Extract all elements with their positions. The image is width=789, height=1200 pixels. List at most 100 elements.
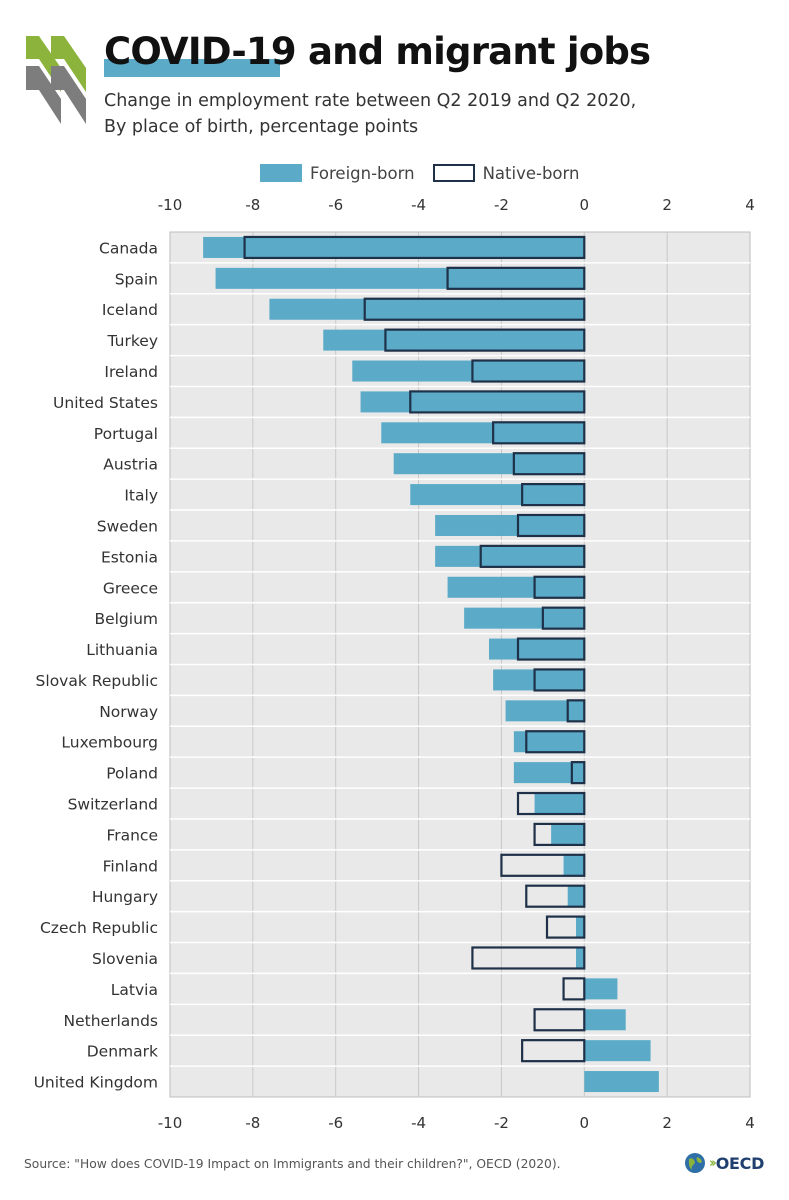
legend-item-foreign: Foreign-born: [260, 164, 415, 183]
foreign-born-bar: [563, 854, 585, 876]
foreign-born-bar: [551, 823, 585, 845]
native-born-bar: [516, 791, 586, 816]
legend-swatch-foreign: [260, 164, 302, 182]
x-tick-label-bottom: 2: [662, 1114, 672, 1132]
native-born-bar: [545, 915, 586, 939]
country-label: Iceland: [102, 301, 158, 319]
foreign-born-bar: [567, 885, 585, 907]
country-label: Lithuania: [86, 641, 158, 659]
foreign-born-bar: [584, 978, 618, 1000]
foreign-born-bar: [435, 514, 585, 536]
country-label: Netherlands: [64, 1012, 158, 1030]
foreign-born-bar: [513, 731, 585, 753]
native-born-bar: [384, 328, 586, 352]
country-label: Poland: [106, 765, 158, 783]
x-tick-label-bottom: -8: [245, 1114, 260, 1132]
native-born-bar: [533, 1008, 586, 1032]
country-label: Norway: [99, 703, 158, 721]
foreign-born-bar: [505, 700, 585, 722]
page-title: COVID-19 and migrant jobs: [104, 30, 651, 73]
native-born-bar: [570, 761, 586, 785]
title-block: COVID-19 and migrant jobs: [104, 26, 651, 82]
foreign-born-bar: [410, 484, 585, 506]
native-born-bar: [409, 390, 586, 414]
country-label: United States: [53, 394, 158, 412]
foreign-born-bar: [584, 1040, 651, 1062]
foreign-born-bar: [381, 422, 585, 444]
foreign-born-bar: [203, 236, 585, 258]
native-born-bar: [243, 235, 586, 260]
country-label: Ireland: [104, 363, 158, 381]
native-born-bar: [533, 822, 586, 847]
x-tick-label-top: -2: [494, 196, 509, 214]
subtitle-line-2: By place of birth, percentage points: [104, 117, 419, 137]
legend-swatch-native: [432, 164, 475, 182]
x-tick-label-top: -8: [245, 196, 260, 214]
native-born-bar: [446, 266, 586, 290]
title-highlight-bar: [104, 59, 280, 77]
country-label: United Kingdom: [34, 1074, 158, 1092]
country-label: Spain: [115, 270, 158, 288]
subtitle-line-1: Change in employment rate between Q2 201…: [104, 91, 637, 111]
oecd-footer-logo: ›› OECD: [684, 1152, 764, 1174]
country-label: Luxembourg: [61, 734, 158, 752]
foreign-born-bar: [269, 298, 585, 320]
oecd-chevron-logo: [26, 36, 86, 124]
x-tick-label-bottom: -4: [411, 1114, 426, 1132]
legend-item-native: Native-born: [432, 163, 580, 183]
foreign-born-bar: [435, 545, 585, 567]
foreign-born-bar: [584, 1071, 659, 1093]
x-tick-label-bottom: -10: [158, 1114, 183, 1132]
native-born-bar: [471, 946, 586, 970]
native-born-bar: [533, 575, 586, 599]
foreign-born-bar: [360, 391, 585, 413]
foreign-born-bar: [323, 329, 585, 351]
country-label: Slovenia: [92, 950, 158, 968]
native-born-bar: [471, 359, 586, 383]
x-tick-label-top: 0: [580, 196, 590, 214]
country-label: Czech Republic: [40, 919, 158, 937]
green-chevron-icon: [51, 36, 86, 92]
grey-chevron-icon: [51, 66, 86, 124]
x-tick-label-bottom: -2: [494, 1114, 509, 1132]
x-tick-label-top: -10: [158, 196, 183, 214]
foreign-born-bar: [352, 360, 585, 382]
employment-change-chart: Canada Spain Iceland Turkey Ireland United St…: [34, 196, 755, 1132]
native-born-bar: [516, 637, 586, 661]
foreign-born-bar: [493, 669, 585, 691]
native-born-bar: [533, 668, 586, 692]
native-born-bar: [562, 977, 586, 1001]
foreign-born-bar: [447, 576, 585, 598]
legend-label-foreign: Foreign-born: [310, 163, 415, 183]
foreign-born-bar: [534, 793, 585, 815]
chart-legend: Foreign-born Native-born: [260, 160, 597, 186]
country-label: Latvia: [111, 981, 158, 999]
native-born-bar: [363, 297, 586, 321]
oecd-logo-text: OECD: [715, 1153, 765, 1173]
chart-subtitle: Change in employment rate between Q2 201…: [104, 88, 774, 140]
x-tick-label-top: 2: [662, 196, 672, 214]
native-born-bar: [525, 730, 586, 754]
country-label: Slovak Republic: [36, 672, 158, 690]
country-label: Finland: [103, 857, 158, 875]
foreign-born-bar: [576, 947, 585, 969]
x-tick-label-top: -6: [328, 196, 343, 214]
country-label: Switzerland: [68, 796, 158, 814]
native-born-bar: [512, 452, 586, 476]
foreign-born-bar: [464, 607, 585, 629]
country-label: Belgium: [94, 610, 158, 628]
country-label: Sweden: [97, 517, 158, 535]
foreign-born-bar: [215, 267, 585, 289]
source-note: Source: "How does COVID-19 Impact on Imm…: [24, 1157, 561, 1171]
native-born-bar: [525, 884, 586, 908]
foreign-born-bar: [584, 1009, 626, 1031]
globe-icon: [685, 1153, 705, 1173]
x-tick-label-bottom: 0: [580, 1114, 590, 1132]
x-tick-label-bottom: 4: [745, 1114, 755, 1132]
native-born-bar: [541, 606, 586, 630]
country-label: Canada: [99, 239, 158, 257]
x-tick-label-top: -4: [411, 196, 426, 214]
legend-label-native: Native-born: [482, 163, 580, 183]
native-born-bar: [479, 544, 586, 568]
native-born-bar: [516, 513, 586, 538]
